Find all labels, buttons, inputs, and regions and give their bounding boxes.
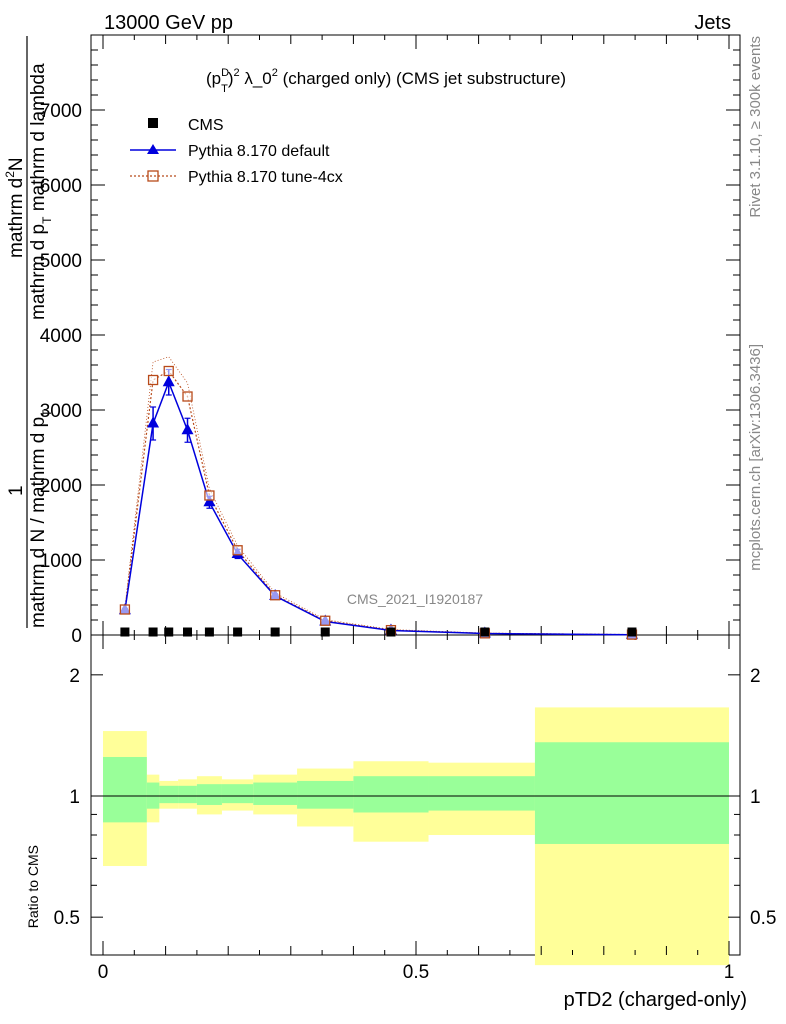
ratio-stat-band-7: [297, 780, 354, 809]
plot-title: (pD T)2 λ_02 (charged only) (CMS jet subs…: [206, 67, 566, 95]
ylabel-denom: mathrm d pT mathrm d lambda: [28, 63, 54, 320]
tune-point-0: [119, 604, 131, 615]
ratio-stat-band-3: [178, 785, 197, 804]
main-ytick-label-2: 2000: [40, 476, 82, 497]
ratio-ytick-label-right-1: 1: [750, 787, 761, 808]
xtick-label-2: 1: [724, 962, 735, 983]
ratio-stat-band-10: [534, 742, 729, 844]
legend-tune-label: Pythia 8.170 tune-4cx: [188, 169, 343, 186]
default-point-4: [203, 495, 216, 507]
ratio-stat-band-4: [196, 784, 222, 805]
ratio-stat-band-2: [159, 785, 179, 804]
tune-point-3: [182, 391, 193, 402]
tune-point-2: [163, 365, 174, 377]
cms-point-9: [480, 627, 490, 637]
main-ytick-label-0: 0: [71, 626, 82, 647]
tune-point-4: [204, 490, 215, 501]
main-ytick-label-6: 6000: [40, 176, 82, 197]
x-axis-label: pTD2 (charged-only): [564, 989, 747, 1011]
mcplots-label: mcplots.cern.ch [arXiv:1306.3436]: [747, 344, 764, 571]
energy-label: 13000 GeV pp: [104, 12, 233, 34]
ratio-bands: [91, 707, 740, 966]
analysis-watermark: CMS_2021_I1920187: [347, 591, 483, 607]
legend-cms-label: CMS: [188, 117, 224, 134]
tune-upper-edge: [124, 356, 632, 635]
cms-point-1: [148, 627, 158, 637]
main-ytick-label-7: 7000: [40, 101, 82, 122]
main-series: [118, 356, 638, 640]
tune-point-6: [269, 590, 281, 601]
cms-point-2: [164, 627, 174, 637]
ratio-ytick-label-right-2: 2: [750, 666, 761, 687]
ratio-ytick-label-left-1: 1: [69, 787, 80, 808]
ratio-ytick-label-right-0: 0.5: [750, 908, 776, 929]
xtick-label-0: 0: [98, 962, 109, 983]
ratio-stat-band-6: [253, 782, 298, 805]
ylabel-bottom: mathrm d N / mathrm d pT: [28, 409, 54, 628]
cms-point-10: [627, 627, 637, 637]
process-label: Jets: [694, 12, 731, 34]
main-ytick-label-3: 3000: [40, 401, 82, 422]
main-y-axis-label: mathrm d2N 1 mathrm d pT mathrm d lambda…: [3, 36, 54, 628]
cms-point-4: [204, 627, 214, 637]
ylabel-one: 1: [6, 485, 27, 496]
default-point-2: [162, 375, 175, 387]
cms-point-0: [120, 627, 130, 637]
ratio-stat-band-5: [221, 784, 254, 804]
legend: CMS Pythia 8.170 default Pythia 8.170 tu…: [130, 117, 343, 186]
main-axes: 0 1000 2000 3000 4000 5000 6000 7000: [40, 49, 740, 647]
legend-cms-marker: [148, 118, 158, 128]
legend-default-marker: [147, 144, 159, 154]
cms-point-3: [183, 627, 193, 637]
ratio-stat-band-8: [353, 776, 429, 813]
legend-default-label: Pythia 8.170 default: [188, 143, 330, 160]
cms-point-6: [270, 627, 280, 637]
tune-point-7: [320, 615, 331, 626]
main-ytick-label-1: 1000: [40, 551, 82, 572]
ylabel-top: mathrm d2N: [3, 157, 27, 258]
xtick-label-1: 0.5: [403, 962, 429, 983]
cms-point-8: [386, 627, 396, 637]
tune-point-1: [147, 374, 159, 386]
ratio-ytick-label-left-0: 0.5: [54, 908, 80, 929]
ratio-y-label: Ratio to CMS: [25, 845, 41, 928]
ratio-stat-band-9: [428, 776, 535, 811]
main-ytick-label-5: 5000: [40, 251, 82, 272]
legend-tune-marker: [147, 170, 159, 182]
default-point-1: [147, 416, 160, 428]
ratio-ytick-label-left-2: 2: [69, 666, 80, 687]
cms-point-5: [233, 627, 243, 637]
cms-point-7: [320, 627, 330, 637]
rivet-label: Rivet 3.1.10, ≥ 300k events: [747, 36, 764, 218]
tune-point-5: [232, 545, 243, 556]
default-point-3: [181, 423, 194, 435]
main-ytick-label-4: 4000: [40, 326, 82, 347]
ratio-stat-band-0: [103, 756, 147, 823]
